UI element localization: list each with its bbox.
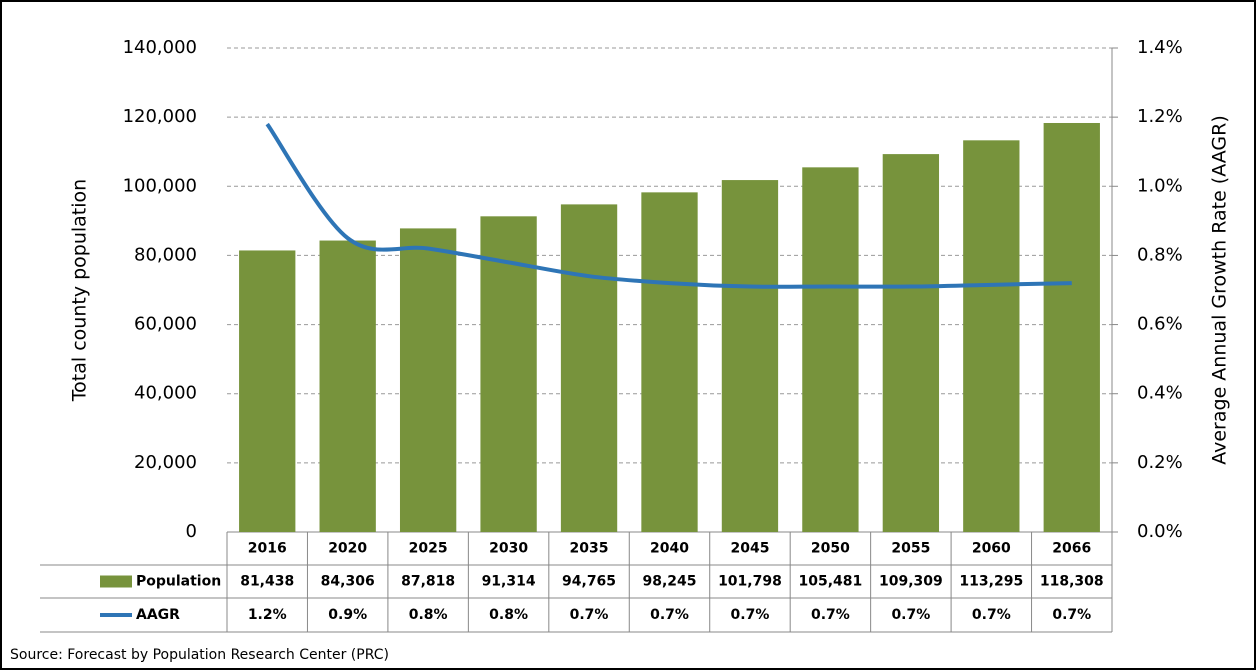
data-label: 0.7% (811, 607, 850, 623)
x-tick-label: 2045 (730, 541, 769, 557)
bar (560, 204, 618, 532)
data-label: 0.7% (650, 607, 689, 623)
y-tick-label: 100,000 (123, 175, 197, 196)
bar (641, 192, 698, 532)
data-label: 81,438 (240, 574, 294, 590)
data-label: 113,295 (959, 574, 1023, 590)
x-tick-label: 2030 (489, 541, 528, 557)
data-label: 0.7% (1052, 607, 1091, 623)
data-label: 0.9% (328, 607, 367, 623)
y2-tick-label: 0.6% (1137, 314, 1183, 335)
data-label: 0.7% (972, 607, 1011, 623)
legend-label: Population (136, 574, 221, 590)
bar (802, 167, 859, 533)
data-label: 0.7% (891, 607, 930, 623)
y2-axis-title: Average Annual Growth Rate (AAGR) (1209, 115, 1231, 465)
x-tick-label: 2050 (811, 541, 850, 557)
bar (239, 250, 296, 532)
y2-tick-label: 1.2% (1137, 106, 1183, 127)
legend-label: AAGR (136, 607, 180, 623)
data-label: 0.7% (731, 607, 770, 623)
y2-tick-label: 0.8% (1137, 244, 1183, 265)
x-tick-label: 2020 (328, 541, 367, 557)
x-tick-label: 2025 (409, 541, 448, 557)
y-tick-label: 0 (186, 521, 197, 542)
data-label: 87,818 (401, 574, 455, 590)
line (265, 122, 1072, 289)
data-label: 0.8% (409, 607, 448, 623)
x-tick-label: 2060 (972, 541, 1011, 557)
y-tick-label: 60,000 (134, 314, 197, 335)
bar (963, 140, 1020, 532)
data-label: 109,309 (879, 574, 943, 590)
data-label: 0.8% (489, 607, 528, 623)
bar (882, 154, 940, 533)
y2-tick-label: 0.2% (1137, 452, 1183, 473)
bar (399, 228, 457, 532)
legend-swatch (100, 575, 132, 588)
x-tick-label: 2035 (570, 541, 609, 557)
y2-tick-label: 1.0% (1137, 175, 1183, 196)
data-label: 105,481 (799, 574, 863, 590)
data-label: 84,306 (321, 574, 375, 590)
data-label: 0.7% (570, 607, 609, 623)
bar (1043, 122, 1100, 532)
bar (721, 180, 779, 533)
data-label: 101,798 (718, 574, 782, 590)
y2-tick-label: 0.0% (1137, 521, 1183, 542)
y-tick-label: 120,000 (123, 106, 197, 127)
data-label: 94,765 (562, 574, 616, 590)
y-tick-label: 40,000 (134, 383, 197, 404)
x-tick-label: 2055 (891, 541, 930, 557)
y-axis-title: Total county population (69, 179, 91, 402)
y-tick-label: 80,000 (134, 244, 197, 265)
x-tick-label: 2040 (650, 541, 689, 557)
bar (319, 240, 376, 532)
data-label: 98,245 (642, 574, 696, 590)
x-tick-label: 2066 (1052, 541, 1091, 557)
source: Source: Forecast by Population Research … (10, 647, 389, 663)
x-tick-label: 2016 (248, 541, 287, 557)
data-label: 1.2% (248, 607, 287, 623)
data-label: 91,314 (482, 574, 536, 590)
y-tick-label: 140,000 (123, 37, 197, 58)
y2-tick-label: 0.4% (1137, 383, 1183, 404)
bar (480, 216, 537, 532)
y2-tick-label: 1.4% (1137, 37, 1183, 58)
data-label: 118,308 (1040, 574, 1104, 590)
y-tick-label: 20,000 (134, 452, 197, 473)
